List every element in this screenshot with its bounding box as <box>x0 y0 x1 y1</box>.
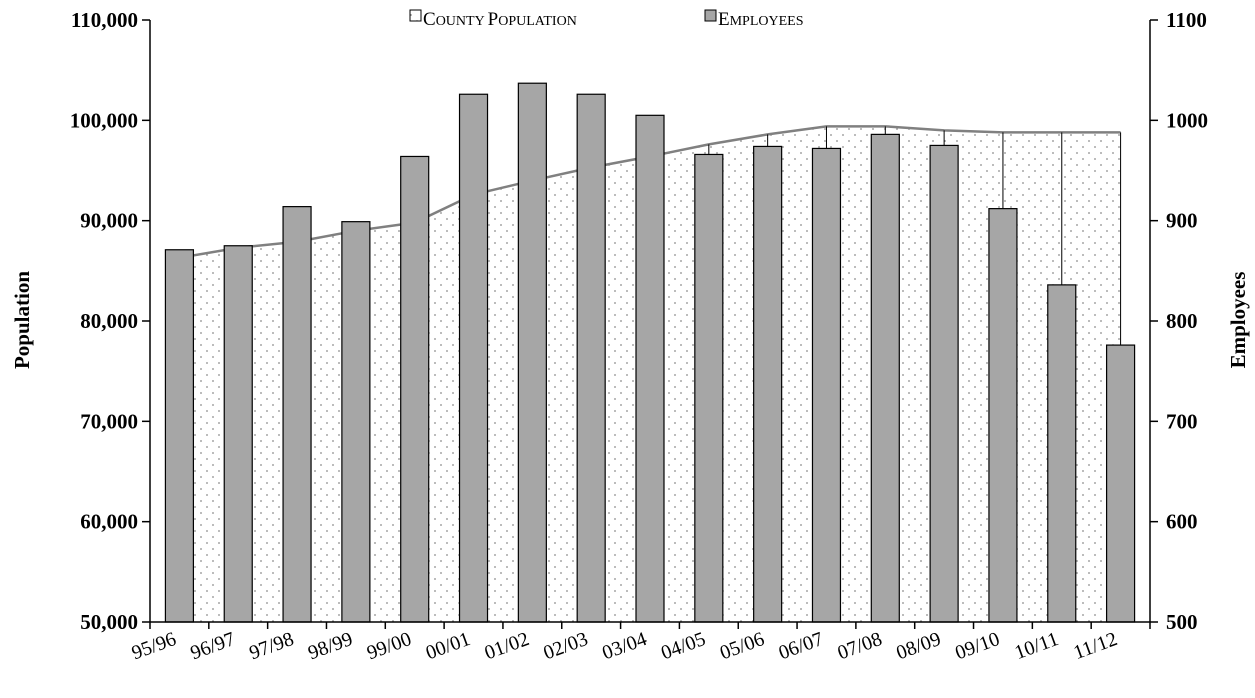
x-category-label: 96/97 <box>188 628 238 664</box>
category-labels-layer: 95/96 96/97 97/98 98/99 99/00 00/01 01/02 02/03… <box>129 628 1121 664</box>
legend-swatch-population <box>409 9 422 22</box>
tick-labels-layer: 50,000 60,000 70,000 80,000 90,000 100,000 110… <box>70 8 1208 634</box>
employee-bar <box>164 249 195 623</box>
x-category-label: 08/09 <box>893 628 943 664</box>
x-category-label: 04/05 <box>658 628 708 664</box>
y-left-tick-label: 110,000 <box>71 8 138 32</box>
y-left-tick-label: 70,000 <box>80 409 138 433</box>
y-left-tick-label: 80,000 <box>80 309 138 333</box>
employee-bar <box>341 221 371 623</box>
y-axis-left-title: Population <box>10 271 34 369</box>
x-category-label: 07/08 <box>835 628 885 664</box>
employee-bar <box>753 145 783 623</box>
x-category-label: 06/07 <box>776 628 826 664</box>
legend: COUNTY POPULATION EMPLOYEES <box>409 9 804 30</box>
axes-layer <box>142 19 1158 629</box>
legend-swatch-employees <box>704 9 717 22</box>
y-right-tick-label: 1100 <box>1166 8 1207 32</box>
employee-bar <box>576 93 606 623</box>
employee-bar <box>635 114 665 623</box>
y-left-tick-label: 100,000 <box>70 108 138 132</box>
employee-bar <box>517 82 547 623</box>
employee-bar <box>988 208 1018 623</box>
legend-item-county-population: COUNTY POPULATION <box>409 9 577 30</box>
employee-bar <box>870 133 900 623</box>
x-category-label: 98/99 <box>305 628 355 664</box>
employee-bar <box>223 245 253 623</box>
y-right-tick-label: 700 <box>1166 409 1198 433</box>
employee-bar <box>694 153 724 623</box>
x-category-label: 99/00 <box>364 628 414 664</box>
employee-bar <box>400 155 430 623</box>
x-category-label: 05/06 <box>717 628 767 664</box>
legend-label-population: COUNTY POPULATION <box>423 9 577 30</box>
y-left-tick-label: 90,000 <box>80 209 138 233</box>
x-category-label: 09/10 <box>952 628 1002 664</box>
employee-bar <box>929 144 959 623</box>
employee-bar <box>458 93 489 623</box>
x-category-label: 01/02 <box>482 628 532 664</box>
x-category-label: 00/01 <box>423 628 473 664</box>
y-right-tick-label: 900 <box>1166 209 1198 233</box>
x-category-label: 10/11 <box>1012 628 1062 664</box>
employee-bar <box>1047 284 1077 623</box>
employee-bars-layer <box>164 82 1136 623</box>
y-right-tick-label: 600 <box>1166 510 1198 534</box>
y-axis-right-title: Employees <box>1226 272 1250 369</box>
x-category-label: 03/04 <box>599 628 649 664</box>
legend-label-employees: EMPLOYEES <box>718 9 804 30</box>
legend-item-employees: EMPLOYEES <box>704 9 804 30</box>
y-right-tick-label: 1000 <box>1166 108 1208 132</box>
y-left-tick-label: 50,000 <box>80 610 138 634</box>
y-right-tick-label: 800 <box>1166 309 1198 333</box>
employee-bar <box>1105 344 1136 623</box>
employee-bar <box>282 206 312 623</box>
y-right-tick-label: 500 <box>1166 610 1198 634</box>
y-left-tick-label: 60,000 <box>80 510 138 534</box>
x-category-label: 11/12 <box>1071 628 1121 664</box>
x-category-label: 02/03 <box>541 628 591 664</box>
x-category-label: 97/98 <box>246 628 296 664</box>
employee-bar <box>811 147 842 623</box>
